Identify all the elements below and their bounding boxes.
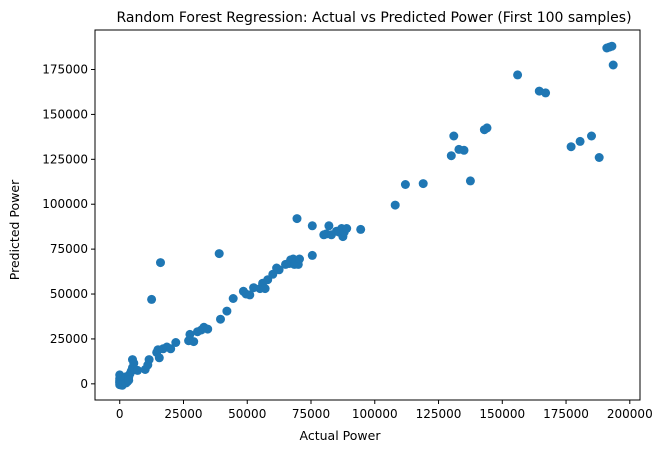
data-point bbox=[189, 337, 199, 347]
data-point bbox=[459, 145, 469, 155]
data-point bbox=[307, 250, 317, 260]
data-point bbox=[356, 224, 366, 234]
y-tick-label: 150000 bbox=[42, 107, 88, 121]
chart-title: Random Forest Regression: Actual vs Pred… bbox=[116, 10, 631, 26]
data-point bbox=[465, 176, 475, 186]
y-tick-label: 175000 bbox=[42, 63, 88, 77]
y-axis-label: Predicted Power bbox=[7, 179, 22, 280]
data-point bbox=[185, 329, 195, 339]
y-tick-label: 25000 bbox=[50, 332, 88, 346]
data-point bbox=[513, 70, 523, 80]
data-point bbox=[446, 151, 456, 161]
data-point bbox=[607, 41, 617, 51]
data-point bbox=[260, 284, 270, 294]
data-point bbox=[171, 338, 181, 347]
data-point bbox=[274, 265, 284, 275]
x-tick-label: 200000 bbox=[607, 407, 653, 421]
data-point bbox=[154, 353, 164, 363]
data-point bbox=[324, 221, 334, 231]
data-point bbox=[587, 131, 596, 141]
data-point bbox=[575, 136, 585, 146]
data-point bbox=[203, 324, 213, 334]
x-tick-label: 150000 bbox=[479, 407, 525, 421]
y-tick-label: 125000 bbox=[42, 152, 88, 166]
data-point bbox=[214, 249, 224, 259]
x-tick-label: 0 bbox=[116, 407, 124, 421]
y-tick-label: 100000 bbox=[42, 197, 88, 211]
data-point bbox=[608, 60, 618, 70]
points-layer bbox=[115, 41, 618, 390]
x-tick-label: 125000 bbox=[416, 407, 462, 421]
data-point bbox=[566, 142, 576, 152]
x-axis-ticks: 0 25000 50000 75000 100000 125000 150000 175000… bbox=[116, 400, 653, 421]
data-point bbox=[216, 314, 225, 324]
data-point bbox=[144, 355, 154, 365]
data-point bbox=[166, 344, 176, 354]
x-axis-label: Actual Power bbox=[300, 428, 382, 443]
data-point bbox=[156, 258, 165, 268]
x-tick-label: 50000 bbox=[228, 407, 266, 421]
data-point bbox=[418, 179, 428, 189]
data-point bbox=[133, 365, 143, 375]
plot-frame bbox=[94, 29, 641, 401]
data-point bbox=[228, 294, 238, 303]
x-tick-label: 25000 bbox=[164, 407, 202, 421]
data-point bbox=[342, 224, 352, 233]
data-point bbox=[292, 214, 302, 224]
data-point bbox=[307, 221, 317, 231]
data-point bbox=[594, 153, 604, 162]
data-point bbox=[400, 180, 410, 189]
data-point bbox=[449, 131, 459, 141]
data-point bbox=[222, 306, 232, 316]
data-point bbox=[390, 200, 400, 210]
data-point bbox=[147, 294, 157, 304]
data-point bbox=[541, 88, 551, 98]
x-tick-label: 75000 bbox=[292, 407, 330, 421]
data-point bbox=[295, 254, 304, 264]
y-tick-label: 75000 bbox=[50, 242, 88, 256]
data-point bbox=[245, 290, 255, 300]
x-tick-label: 100000 bbox=[352, 407, 398, 421]
y-axis-ticks: 0 25000 50000 75000 100000 125000 150000 175000 bbox=[42, 63, 95, 391]
data-point bbox=[482, 123, 492, 133]
x-tick-label: 175000 bbox=[543, 407, 589, 421]
y-tick-label: 0 bbox=[80, 377, 88, 391]
y-tick-label: 50000 bbox=[50, 287, 88, 301]
data-point bbox=[124, 375, 134, 385]
